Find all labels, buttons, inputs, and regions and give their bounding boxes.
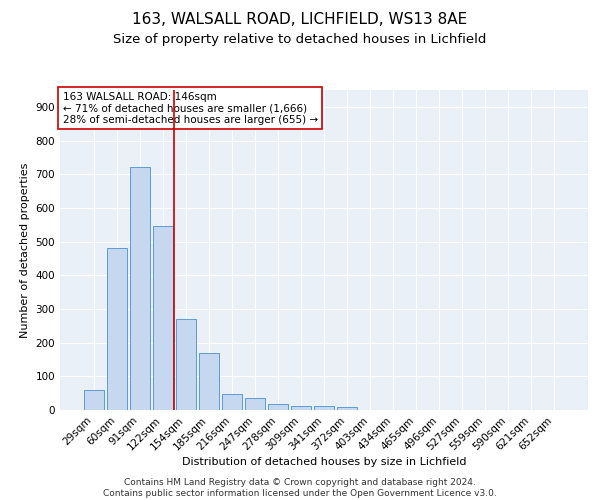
Bar	[291, 406, 311, 410]
Bar	[176, 319, 196, 410]
Bar	[337, 408, 357, 410]
Text: 163 WALSALL ROAD: 146sqm
← 71% of detached houses are smaller (1,666)
28% of sem: 163 WALSALL ROAD: 146sqm ← 71% of detach…	[62, 92, 318, 125]
Bar	[199, 352, 218, 410]
Bar	[314, 406, 334, 410]
Bar	[84, 390, 104, 410]
Y-axis label: Number of detached properties: Number of detached properties	[20, 162, 30, 338]
Text: Contains HM Land Registry data © Crown copyright and database right 2024.
Contai: Contains HM Land Registry data © Crown c…	[103, 478, 497, 498]
Bar	[130, 168, 149, 410]
Bar	[268, 404, 288, 410]
X-axis label: Distribution of detached houses by size in Lichfield: Distribution of detached houses by size …	[182, 458, 466, 468]
Text: Size of property relative to detached houses in Lichfield: Size of property relative to detached ho…	[113, 32, 487, 46]
Text: 163, WALSALL ROAD, LICHFIELD, WS13 8AE: 163, WALSALL ROAD, LICHFIELD, WS13 8AE	[133, 12, 467, 28]
Bar	[153, 226, 173, 410]
Bar	[222, 394, 242, 410]
Bar	[245, 398, 265, 410]
Bar	[107, 248, 127, 410]
